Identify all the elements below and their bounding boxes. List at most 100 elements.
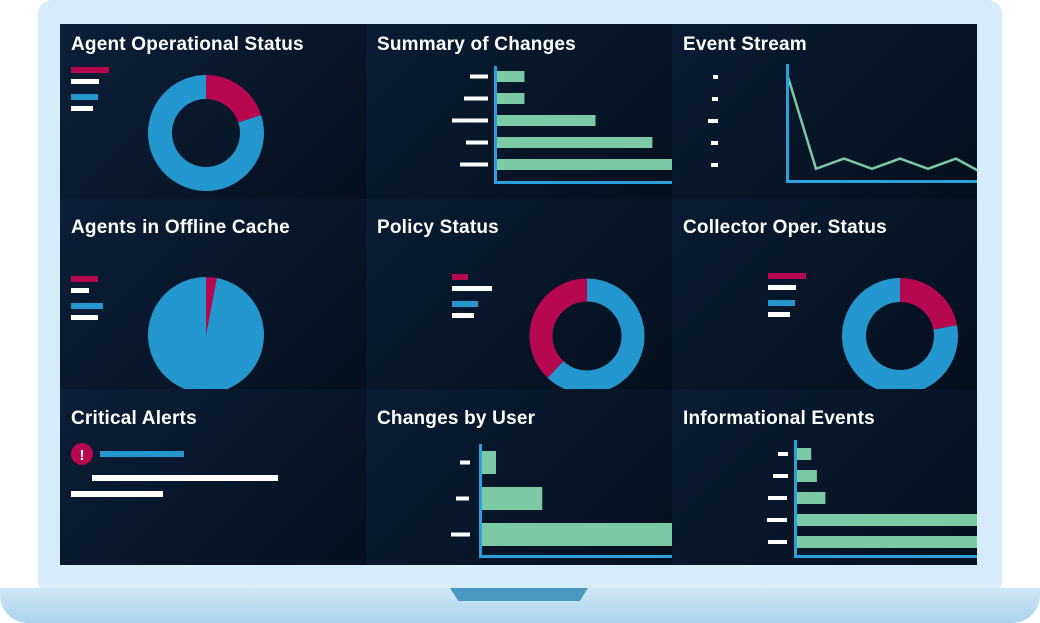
bar[interactable] (797, 470, 817, 482)
panel-event-stream[interactable]: Event Stream (672, 24, 977, 199)
bar-group (451, 451, 672, 546)
pie-slice-magenta[interactable] (206, 277, 217, 335)
panel-changes-by-user[interactable]: Changes by User (366, 389, 672, 565)
alert-icon-glyph: ! (80, 447, 85, 464)
donut-slice-magenta[interactable] (205, 75, 262, 124)
panel-title: Event Stream (683, 34, 807, 55)
alert-icon (71, 443, 93, 465)
bar[interactable] (797, 536, 977, 548)
legend-line (71, 288, 89, 293)
legend-swatch (768, 300, 795, 306)
x-axis (479, 555, 672, 558)
panel-title: Changes by User (377, 408, 536, 429)
donut-slice-blue[interactable] (842, 278, 958, 389)
panel-title: Summary of Changes (377, 34, 576, 55)
dashboard-screen: Agent Operational Status Summary of Chan… (60, 24, 977, 565)
bar-group (452, 71, 672, 170)
bar[interactable] (482, 487, 543, 510)
bar[interactable] (797, 448, 812, 460)
panel-title: Collector Oper. Status (683, 217, 887, 238)
event-stream-chart (708, 64, 977, 183)
donut-chart (842, 278, 958, 389)
collector-status-chart (768, 273, 958, 389)
bar-tick-label (778, 452, 788, 456)
bar[interactable] (496, 71, 525, 82)
panel-critical-alerts[interactable]: Critical Alerts ! (60, 389, 366, 565)
legend (71, 67, 109, 111)
legend-line (768, 285, 796, 290)
panel-title: Agent Operational Status (71, 34, 304, 55)
changes-by-user-chart (451, 444, 672, 558)
panel-title: Critical Alerts (71, 408, 197, 429)
legend-swatch (71, 67, 109, 73)
legend (71, 276, 103, 320)
legend-line (452, 313, 474, 318)
bar[interactable] (496, 115, 596, 126)
bar-tick-label (768, 496, 787, 500)
y-axis (494, 66, 497, 184)
legend-line (71, 79, 99, 84)
legend-swatch (452, 301, 478, 307)
donut-slice-blue[interactable] (547, 278, 645, 389)
donut-slice-blue[interactable] (148, 75, 264, 191)
bar-group (767, 448, 977, 548)
panel-agent-status[interactable]: Agent Operational Status (60, 24, 366, 199)
alert-bar (100, 451, 184, 457)
legend-swatch (71, 303, 103, 309)
panel-summary-changes[interactable]: Summary of Changes (366, 24, 672, 199)
legend (768, 273, 806, 317)
bar-tick-label (767, 518, 787, 522)
panel-title: Informational Events (683, 408, 875, 429)
y-ticks (708, 75, 718, 167)
x-axis (494, 181, 672, 184)
legend-swatch (452, 274, 468, 280)
legend-line (71, 106, 93, 111)
panel-policy-status[interactable]: Policy Status (366, 199, 672, 389)
legend-swatch (71, 94, 98, 100)
legend-swatch (768, 273, 806, 279)
bar-tick-label (456, 496, 469, 501)
policy-status-chart (452, 274, 645, 389)
bar[interactable] (496, 159, 672, 170)
offline-cache-chart (71, 276, 264, 389)
laptop-notch (450, 588, 588, 601)
bar-tick-label (466, 140, 488, 145)
panel-title: Agents in Offline Cache (71, 217, 290, 238)
bar[interactable] (496, 93, 525, 104)
panel-collector-status[interactable]: Collector Oper. Status (672, 199, 977, 389)
x-axis (786, 180, 977, 183)
bar-tick-label (460, 460, 470, 465)
bar[interactable] (482, 451, 496, 474)
y-axis (794, 440, 797, 558)
donut-slice-magenta[interactable] (899, 278, 957, 331)
y-axis (786, 64, 789, 183)
bar-tick-label (460, 162, 488, 167)
panel-title: Policy Status (377, 217, 499, 238)
panel-offline-cache[interactable]: Agents in Offline Cache (60, 199, 366, 389)
agent-status-chart (71, 67, 264, 191)
x-axis (794, 555, 977, 558)
info-events-chart (767, 440, 977, 558)
bar[interactable] (482, 523, 672, 546)
bar-tick-label (452, 118, 488, 123)
bar[interactable] (496, 137, 653, 148)
legend-swatch (71, 276, 98, 282)
panel-info-events[interactable]: Informational Events (672, 389, 977, 565)
donut-chart (148, 75, 264, 191)
bar-tick-label (773, 474, 788, 478)
alert-text-line (92, 475, 278, 481)
bar[interactable] (797, 514, 977, 526)
legend (452, 274, 492, 318)
summary-changes-chart (452, 66, 672, 184)
event-line (786, 76, 977, 172)
bar-tick-label (451, 532, 470, 537)
bar-tick-label (464, 96, 488, 101)
bar-tick-label (470, 74, 488, 79)
legend-line (71, 315, 98, 320)
bar[interactable] (797, 492, 826, 504)
donut-slice-magenta[interactable] (529, 278, 588, 378)
pie-chart (148, 277, 264, 389)
critical-alerts-body: ! (71, 443, 278, 497)
pie-slice-blue[interactable] (148, 277, 264, 389)
alert-text-line (71, 491, 163, 497)
